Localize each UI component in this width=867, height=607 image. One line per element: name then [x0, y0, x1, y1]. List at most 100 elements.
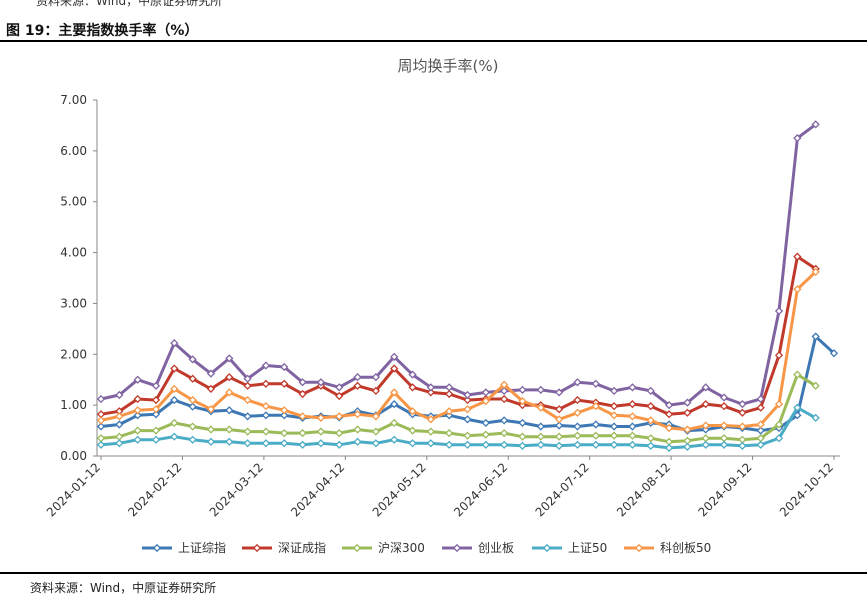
data-point — [316, 413, 326, 422]
data-point — [500, 440, 509, 449]
data-point — [280, 406, 289, 415]
data-point — [701, 383, 710, 392]
data-point — [371, 386, 380, 396]
data-point — [573, 408, 582, 417]
data-point — [445, 440, 454, 449]
legend-label: 上证综指 — [178, 540, 226, 555]
data-point — [774, 420, 784, 429]
data-point — [426, 388, 435, 397]
data-point — [206, 405, 216, 414]
data-point — [316, 427, 326, 436]
data-point — [261, 411, 271, 420]
data-point — [225, 373, 234, 382]
y-tick-label: 1.00 — [60, 398, 87, 412]
legend-label: 上证50 — [568, 541, 607, 555]
data-point — [719, 440, 729, 449]
y-tick-label: 6.00 — [60, 144, 87, 158]
data-point — [683, 408, 692, 417]
data-point — [536, 440, 545, 449]
data-point — [628, 400, 637, 409]
x-tick-label: 2024-03-12 — [207, 460, 266, 519]
data-point — [170, 432, 179, 441]
data-point — [481, 396, 490, 406]
y-tick-label: 3.00 — [60, 296, 87, 310]
data-point — [719, 402, 729, 411]
data-point — [518, 418, 527, 428]
data-point — [225, 425, 234, 434]
series-5 — [96, 403, 820, 452]
data-point — [426, 439, 435, 448]
data-point — [115, 390, 124, 400]
data-point — [500, 416, 509, 425]
data-point — [133, 406, 142, 415]
data-point — [536, 385, 545, 395]
data-point — [573, 422, 582, 431]
data-point — [646, 434, 655, 443]
data-point — [609, 411, 619, 420]
data-point — [298, 412, 307, 421]
data-point — [573, 395, 582, 405]
data-point — [206, 425, 216, 434]
data-point — [719, 393, 729, 402]
data-point — [628, 383, 637, 392]
data-point — [426, 427, 435, 436]
data-point — [390, 388, 399, 397]
data-point — [280, 379, 289, 388]
legend-label: 沪深300 — [378, 541, 425, 555]
legend-item: 科创板50 — [624, 541, 711, 555]
data-point — [609, 440, 619, 449]
series-4 — [96, 120, 820, 410]
data-point — [701, 434, 710, 443]
data-point — [628, 412, 637, 421]
data-point — [261, 402, 271, 411]
data-point — [683, 442, 692, 451]
data-point — [463, 440, 472, 449]
data-point — [225, 354, 234, 363]
x-tick-label: 2024-08-12 — [614, 460, 673, 519]
data-point — [225, 388, 234, 397]
data-point — [335, 412, 344, 421]
data-point — [408, 407, 417, 416]
legend-marker — [452, 543, 462, 553]
data-point — [390, 418, 399, 428]
data-point — [591, 440, 600, 449]
data-point — [96, 394, 106, 404]
data-point — [738, 422, 747, 431]
series-line — [100, 255, 817, 416]
data-point — [463, 390, 472, 400]
series-line — [100, 123, 817, 407]
data-point — [518, 432, 527, 441]
data-point — [371, 412, 380, 421]
data-point — [518, 441, 527, 450]
data-point — [151, 410, 161, 419]
data-point — [756, 403, 765, 412]
data-point — [353, 381, 362, 390]
y-tick-label: 5.00 — [60, 195, 87, 209]
data-point — [390, 435, 399, 444]
data-point — [793, 411, 802, 420]
data-point — [683, 425, 692, 434]
data-point — [445, 383, 454, 392]
x-tick-label: 2024-01-12 — [44, 460, 103, 519]
data-point — [719, 434, 729, 443]
data-point — [225, 406, 234, 415]
data-point — [335, 391, 344, 401]
data-point — [463, 405, 472, 414]
data-point — [445, 407, 454, 416]
data-point — [115, 420, 124, 429]
data-point — [96, 440, 106, 449]
data-point — [151, 435, 161, 444]
data-point — [591, 420, 600, 429]
data-point — [756, 426, 765, 435]
data-point — [243, 381, 252, 390]
legend-marker — [542, 543, 552, 553]
data-point — [371, 439, 380, 448]
data-point — [536, 422, 545, 431]
data-point — [133, 426, 142, 435]
data-point — [261, 439, 271, 448]
data-point — [738, 400, 747, 409]
data-point — [793, 403, 802, 412]
data-point — [390, 364, 399, 373]
data-point — [426, 383, 435, 392]
data-point — [151, 405, 161, 414]
